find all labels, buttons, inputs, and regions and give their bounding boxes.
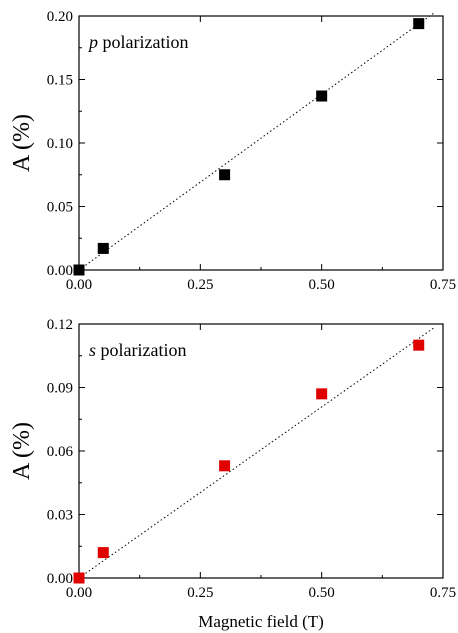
x-tick-label: 0.50 (309, 277, 335, 293)
chart-s-polarization: 0.00 0.25 0.50 0.75 0.00 0.03 0.06 0.09 0.12 A (%… (9, 317, 456, 631)
annotation-symbol: p (87, 32, 98, 52)
data-point (97, 547, 109, 559)
annotation-text: polarization (98, 32, 188, 52)
x-tick-label: 0.75 (430, 277, 456, 293)
x-tick-label: 0.00 (66, 277, 92, 293)
data-point (97, 242, 109, 254)
y-tick-label: 0.06 (47, 444, 74, 460)
data-point (73, 264, 85, 276)
x-axis-label: Magnetic field (T) (198, 612, 324, 631)
y-tick-label: 0.20 (47, 9, 73, 25)
plot-frame (78, 323, 444, 579)
annotation-symbol: s (89, 340, 96, 360)
fit-line (78, 13, 434, 271)
y-tick-label: 0.05 (47, 200, 73, 216)
data-point (413, 339, 425, 351)
y-tick-label: 0.15 (47, 73, 73, 89)
y-tick-label: 0.00 (47, 571, 73, 587)
x-tick-label: 0.25 (187, 585, 213, 601)
y-axis-label: A (%) (9, 422, 35, 480)
y-axis-label: A (%) (9, 114, 35, 172)
x-tick-label: 0.50 (309, 585, 335, 601)
y-tick-label: 0.03 (47, 508, 73, 524)
data-point (316, 388, 328, 400)
y-tick-label: 0.00 (47, 263, 73, 279)
data-point (219, 460, 231, 472)
data-point (316, 90, 328, 102)
plot-frame (78, 15, 444, 271)
y-tick-label: 0.10 (47, 136, 73, 152)
data-point (413, 18, 425, 30)
chart-p-polarization: 0.00 0.25 0.50 0.75 0.00 0.05 0.10 0.15 0.20 A (%… (9, 9, 456, 293)
x-tick-label: 0.00 (66, 585, 92, 601)
polarization-annotation: s polarization (89, 340, 186, 360)
data-point (219, 169, 231, 181)
y-tick-label: 0.09 (47, 381, 73, 397)
annotation-text: polarization (96, 340, 186, 360)
x-tick-label: 0.25 (187, 277, 213, 293)
x-tick-label: 0.75 (430, 585, 456, 601)
fit-line (78, 327, 434, 579)
data-point (73, 572, 85, 584)
y-tick-label: 0.12 (47, 317, 73, 333)
polarization-annotation: p polarization (87, 32, 188, 52)
